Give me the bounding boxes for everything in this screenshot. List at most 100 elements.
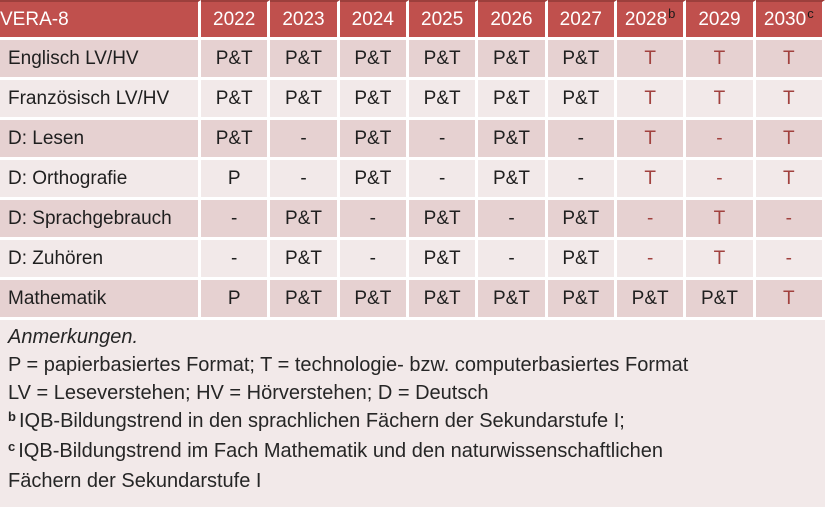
footnote-marker: c bbox=[807, 5, 814, 21]
format-cell: P&T bbox=[339, 280, 409, 320]
subject-label: Englisch LV/HV bbox=[0, 40, 201, 80]
year-header: 2023 bbox=[270, 0, 340, 40]
format-cell: T bbox=[616, 80, 687, 120]
format-cell: P&T bbox=[339, 40, 409, 80]
format-cell: T bbox=[755, 160, 825, 200]
table-body: Englisch LV/HV P&T P&T P&T P&T P&T P&T T T T Franz… bbox=[0, 40, 825, 320]
format-cell: T bbox=[616, 120, 687, 160]
note-line: b IQB-Bildungstrend in den sprachlichen F… bbox=[8, 407, 785, 437]
format-cell: P&T bbox=[339, 80, 409, 120]
year-label: 2023 bbox=[282, 8, 325, 30]
note-text: IQB-Bildungstrend in den sprachlichen Fä… bbox=[18, 410, 625, 432]
format-cell: - bbox=[755, 200, 825, 240]
table-row: D: Sprachgebrauch - P&T - P&T - P&T - T - bbox=[0, 200, 825, 240]
format-cell: P&T bbox=[339, 160, 409, 200]
year-label: 2027 bbox=[559, 8, 602, 30]
format-cell: T bbox=[616, 40, 687, 80]
format-cell: - bbox=[478, 240, 548, 280]
year-label: 2028 bbox=[624, 8, 668, 30]
note-text: LV = Leseverstehen; HV = Hörverstehen; D… bbox=[8, 382, 489, 404]
format-cell: - bbox=[478, 200, 548, 240]
format-cell: - bbox=[547, 120, 617, 160]
format-cell: P&T bbox=[547, 80, 617, 120]
header-row: VERA-8 2022 2023 2024 2025 2026 2027 2028b 2029… bbox=[0, 0, 825, 40]
format-cell: P&T bbox=[547, 200, 617, 240]
format-cell: T bbox=[755, 120, 825, 160]
format-cell: P&T bbox=[270, 240, 340, 280]
format-cell: P&T bbox=[408, 240, 479, 280]
format-cell: P&T bbox=[686, 280, 756, 320]
year-label: 2026 bbox=[490, 8, 533, 30]
format-cell: P&T bbox=[270, 40, 340, 80]
format-cell: - bbox=[686, 160, 756, 200]
year-header: 2026 bbox=[478, 0, 548, 40]
format-cell: - bbox=[408, 160, 479, 200]
footnote-marker: c bbox=[8, 439, 16, 454]
year-label: 2025 bbox=[421, 8, 464, 30]
format-cell: P&T bbox=[478, 40, 548, 80]
subject-label: D: Orthografie bbox=[0, 160, 201, 200]
format-cell: - bbox=[201, 240, 271, 280]
format-cell: P&T bbox=[408, 80, 479, 120]
note-text: Anmerkungen. bbox=[8, 326, 139, 348]
format-cell: P&T bbox=[270, 80, 340, 120]
format-cell: - bbox=[616, 200, 687, 240]
year-label: 2022 bbox=[213, 8, 256, 30]
year-header: 2028b bbox=[616, 0, 687, 40]
format-cell: P&T bbox=[201, 120, 271, 160]
format-cell: P&T bbox=[201, 40, 271, 80]
year-header: 2027 bbox=[547, 0, 617, 40]
format-cell: - bbox=[339, 200, 409, 240]
format-cell: T bbox=[755, 40, 825, 80]
format-cell: P&T bbox=[478, 80, 548, 120]
footnote-marker: b bbox=[668, 5, 676, 21]
note-line: P = papierbasiertes Format; T = technolo… bbox=[8, 351, 785, 379]
format-cell: P&T bbox=[408, 280, 479, 320]
format-cell: P&T bbox=[408, 200, 479, 240]
format-cell: P bbox=[201, 280, 271, 320]
format-cell: T bbox=[686, 40, 756, 80]
format-cell: P&T bbox=[339, 120, 409, 160]
format-cell: T bbox=[686, 80, 756, 120]
format-cell: T bbox=[755, 80, 825, 120]
year-label: 2030 bbox=[763, 8, 807, 30]
note-line: LV = Leseverstehen; HV = Hörverstehen; D… bbox=[8, 379, 785, 407]
subject-label: D: Lesen bbox=[0, 120, 201, 160]
year-header: 2029 bbox=[686, 0, 756, 40]
year-header: 2024 bbox=[339, 0, 409, 40]
year-label: 2024 bbox=[351, 8, 394, 30]
format-cell: - bbox=[616, 240, 687, 280]
format-cell: P&T bbox=[270, 200, 340, 240]
format-cell: P&T bbox=[547, 280, 617, 320]
table-row: Mathematik P P&T P&T P&T P&T P&T P&T P&T T bbox=[0, 280, 825, 320]
format-cell: - bbox=[408, 120, 479, 160]
format-cell: T bbox=[686, 240, 756, 280]
year-label: 2029 bbox=[698, 8, 741, 30]
format-cell: T bbox=[755, 280, 825, 320]
table-title: VERA-8 bbox=[0, 0, 201, 40]
format-cell: P&T bbox=[478, 160, 548, 200]
format-cell: P&T bbox=[547, 40, 617, 80]
format-cell: T bbox=[686, 200, 756, 240]
footnote-marker: b bbox=[8, 409, 16, 424]
year-header: 2025 bbox=[408, 0, 479, 40]
format-cell: - bbox=[201, 200, 271, 240]
year-header: 2030c bbox=[755, 0, 825, 40]
format-cell: P&T bbox=[408, 40, 479, 80]
subject-label: Französisch LV/HV bbox=[0, 80, 201, 120]
notes-section: Anmerkungen. P = papierbasiertes Format; … bbox=[0, 320, 825, 507]
format-cell: P&T bbox=[478, 120, 548, 160]
format-cell: P&T bbox=[270, 280, 340, 320]
format-cell: P bbox=[201, 160, 271, 200]
format-cell: - bbox=[270, 120, 340, 160]
subject-label: D: Sprachgebrauch bbox=[0, 200, 201, 240]
subject-label: D: Zuhören bbox=[0, 240, 201, 280]
format-cell: - bbox=[547, 160, 617, 200]
note-text: IQB-Bildungstrend im Fach Mathematik und… bbox=[8, 440, 663, 492]
note-line: c IQB-Bildungstrend im Fach Mathematik un… bbox=[8, 437, 708, 495]
format-cell: - bbox=[755, 240, 825, 280]
table-row: D: Lesen P&T - P&T - P&T - T - T bbox=[0, 120, 825, 160]
table-row: D: Zuhören - P&T - P&T - P&T - T - bbox=[0, 240, 825, 280]
year-header: 2022 bbox=[201, 0, 271, 40]
